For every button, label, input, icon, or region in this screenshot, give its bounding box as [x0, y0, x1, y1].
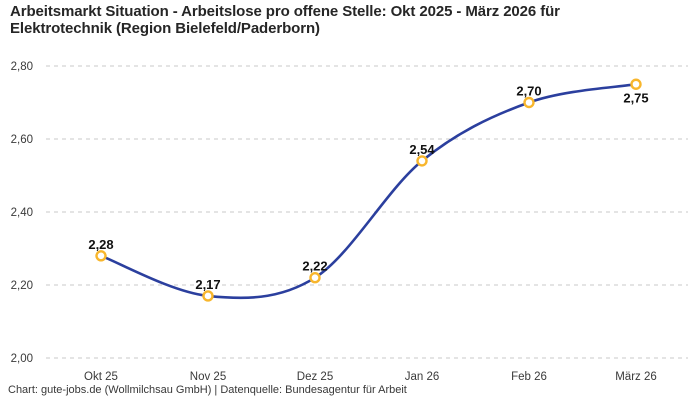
y-tick-label: 2,00	[11, 353, 33, 365]
data-point-marker	[309, 272, 321, 284]
x-tick-label: Nov 25	[190, 371, 226, 383]
data-point-marker	[523, 96, 535, 109]
x-tick-label: März 26	[615, 371, 657, 383]
x-tick-label: Okt 25	[84, 371, 118, 383]
data-point-label: 2,54	[409, 142, 435, 157]
y-tick-label: 2,60	[11, 134, 33, 146]
data-point-label: 2,17	[195, 277, 220, 292]
series-line	[99, 82, 638, 300]
data-point-marker	[630, 78, 642, 90]
y-tick-label: 2,80	[11, 61, 33, 73]
chart-title: Arbeitsmarkt Situation - Arbeitslose pro…	[10, 3, 670, 37]
data-point-label: 2,28	[88, 237, 113, 252]
x-tick-label: Dez 25	[297, 371, 333, 383]
chart-attribution: Chart: gute-jobs.de (Wollmilchsau GmbH) …	[8, 384, 407, 396]
data-point-label: 2,22	[302, 259, 327, 274]
data-point-marker	[416, 155, 428, 167]
x-tick-label: Feb 26	[511, 371, 547, 383]
y-tick-label: 2,20	[11, 280, 33, 292]
chart-title-line1: Arbeitsmarkt Situation - Arbeitslose pro…	[10, 3, 560, 20]
data-point-label: 2,70	[516, 84, 541, 99]
data-point-marker	[95, 250, 107, 262]
data-point-label: 2,75	[623, 90, 648, 105]
chart-title-line2: Elektrotechnik (Region Bielefeld/Paderbo…	[10, 20, 320, 37]
data-point-marker	[202, 290, 214, 302]
y-tick-label: 2,40	[11, 207, 33, 219]
x-tick-label: Jan 26	[405, 371, 440, 383]
